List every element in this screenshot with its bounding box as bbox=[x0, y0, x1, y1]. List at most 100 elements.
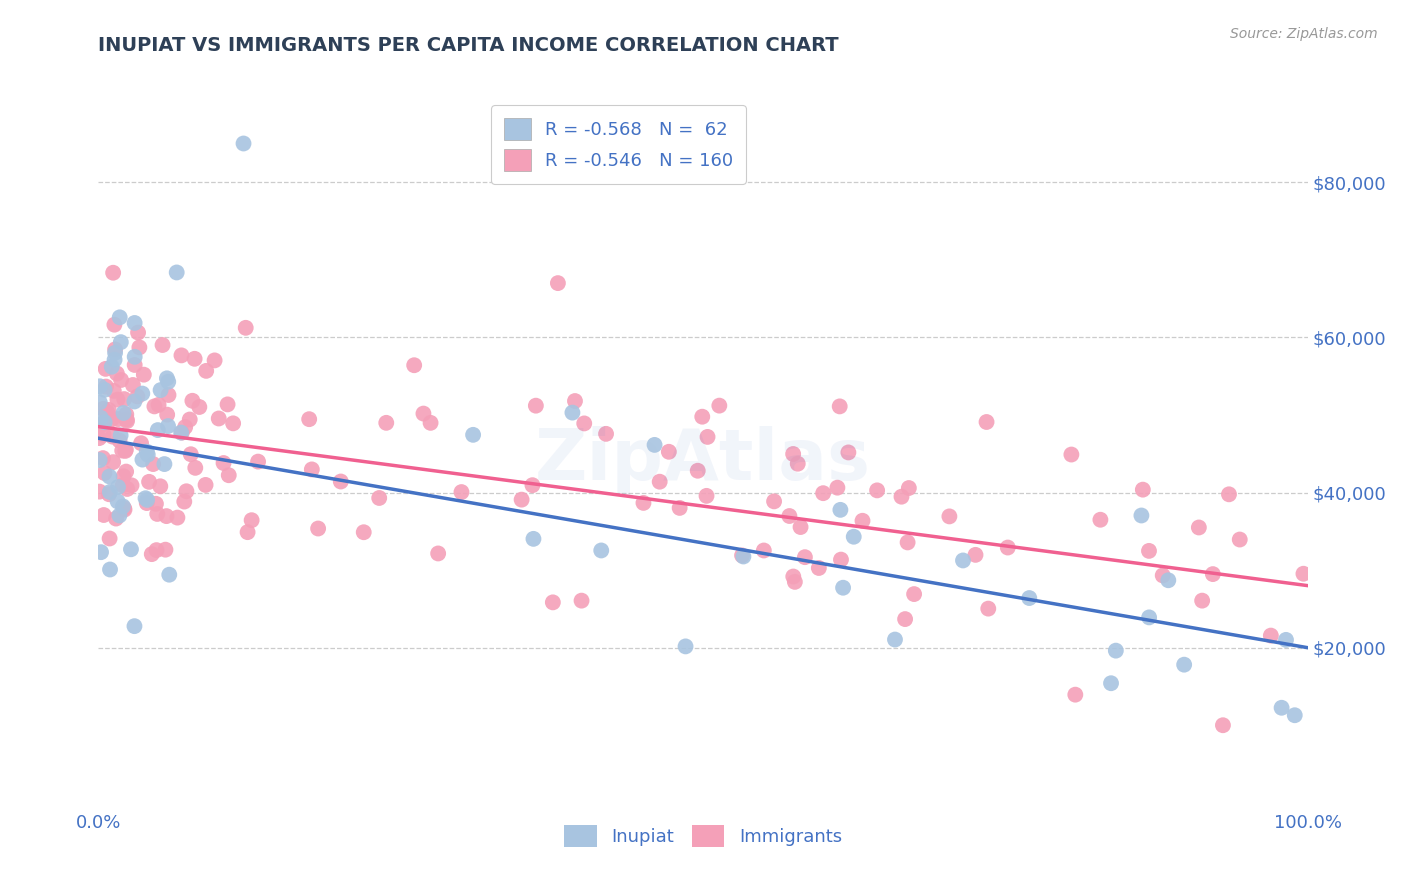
Point bbox=[1018, 591, 1040, 605]
Point bbox=[101, 266, 124, 280]
Point bbox=[1137, 544, 1160, 558]
Point bbox=[897, 535, 920, 549]
Point bbox=[145, 497, 167, 511]
Point bbox=[146, 423, 169, 437]
Point bbox=[1191, 593, 1213, 607]
Point bbox=[828, 400, 851, 414]
Point bbox=[1152, 568, 1174, 582]
Point bbox=[107, 392, 129, 407]
Point bbox=[135, 491, 157, 506]
Point bbox=[1105, 643, 1128, 657]
Point bbox=[658, 444, 681, 458]
Point bbox=[894, 612, 917, 626]
Point bbox=[793, 550, 815, 565]
Point bbox=[100, 359, 122, 374]
Point bbox=[174, 420, 197, 434]
Point bbox=[1188, 520, 1211, 534]
Point bbox=[145, 543, 167, 558]
Point bbox=[1260, 629, 1282, 643]
Point bbox=[114, 444, 136, 458]
Point bbox=[524, 399, 547, 413]
Point bbox=[510, 492, 533, 507]
Point bbox=[1137, 610, 1160, 624]
Point bbox=[686, 464, 709, 478]
Point bbox=[141, 547, 163, 561]
Point bbox=[176, 484, 198, 499]
Point bbox=[107, 412, 129, 426]
Point bbox=[832, 581, 855, 595]
Point bbox=[136, 492, 159, 507]
Point bbox=[91, 417, 114, 432]
Point bbox=[94, 379, 117, 393]
Point bbox=[121, 478, 143, 492]
Point bbox=[884, 632, 907, 647]
Point bbox=[977, 601, 1000, 615]
Point bbox=[298, 412, 321, 426]
Point bbox=[890, 490, 912, 504]
Point bbox=[157, 419, 180, 434]
Point bbox=[1157, 574, 1180, 588]
Point bbox=[170, 348, 193, 362]
Point bbox=[111, 478, 134, 492]
Point bbox=[103, 384, 125, 398]
Text: Source: ZipAtlas.com: Source: ZipAtlas.com bbox=[1230, 27, 1378, 41]
Point bbox=[675, 640, 697, 654]
Point bbox=[1130, 508, 1153, 523]
Point bbox=[561, 406, 583, 420]
Point bbox=[110, 373, 132, 387]
Legend: Inupiat, Immigrants: Inupiat, Immigrants bbox=[557, 818, 849, 855]
Point bbox=[100, 412, 122, 426]
Point bbox=[208, 411, 231, 425]
Point bbox=[547, 276, 569, 290]
Point bbox=[170, 425, 193, 440]
Point bbox=[111, 443, 134, 458]
Point bbox=[156, 408, 179, 422]
Point bbox=[522, 532, 544, 546]
Point bbox=[132, 368, 155, 382]
Point bbox=[997, 541, 1019, 555]
Point bbox=[115, 414, 138, 428]
Point bbox=[696, 489, 718, 503]
Point bbox=[1173, 657, 1195, 672]
Point bbox=[90, 545, 112, 559]
Point bbox=[166, 265, 188, 279]
Point bbox=[731, 549, 754, 563]
Point bbox=[247, 454, 270, 468]
Point bbox=[965, 548, 987, 562]
Point bbox=[222, 417, 245, 431]
Point bbox=[153, 457, 176, 471]
Point bbox=[98, 485, 121, 500]
Point bbox=[93, 383, 115, 397]
Point bbox=[108, 508, 131, 523]
Point bbox=[94, 362, 117, 376]
Point bbox=[98, 562, 121, 576]
Point bbox=[461, 427, 484, 442]
Point bbox=[93, 427, 115, 442]
Point bbox=[307, 522, 329, 536]
Point bbox=[104, 343, 127, 357]
Point bbox=[120, 542, 142, 557]
Point bbox=[112, 501, 135, 516]
Point bbox=[194, 478, 217, 492]
Point bbox=[155, 542, 177, 557]
Point bbox=[668, 500, 690, 515]
Point bbox=[807, 561, 830, 575]
Point bbox=[541, 595, 564, 609]
Point bbox=[181, 393, 204, 408]
Point bbox=[108, 310, 131, 325]
Point bbox=[1099, 676, 1122, 690]
Point bbox=[419, 416, 441, 430]
Point bbox=[976, 415, 998, 429]
Point bbox=[103, 352, 125, 367]
Point bbox=[1064, 688, 1087, 702]
Point bbox=[91, 451, 114, 466]
Point bbox=[101, 429, 124, 443]
Point bbox=[1271, 700, 1294, 714]
Point bbox=[103, 318, 125, 332]
Point bbox=[696, 430, 718, 444]
Point bbox=[633, 496, 655, 510]
Point bbox=[783, 574, 806, 589]
Point bbox=[240, 513, 263, 527]
Point bbox=[149, 383, 172, 397]
Point bbox=[212, 456, 235, 470]
